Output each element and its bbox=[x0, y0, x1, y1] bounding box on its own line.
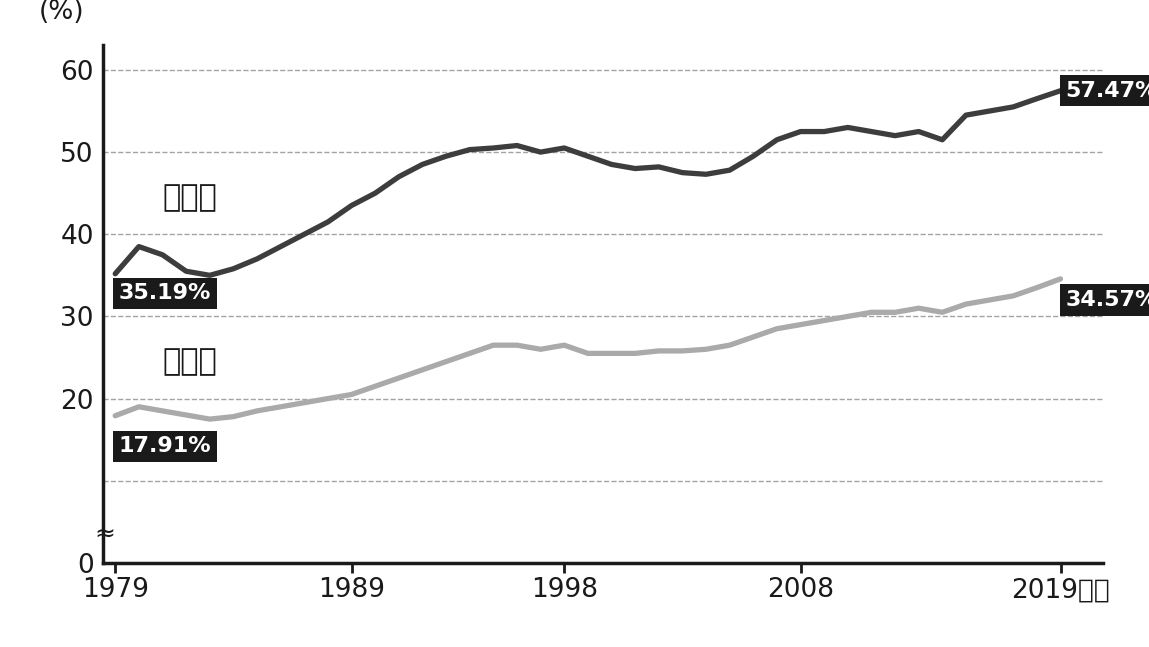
Text: 35.19%: 35.19% bbox=[118, 283, 211, 303]
Text: (%): (%) bbox=[38, 0, 84, 25]
Text: ≈: ≈ bbox=[94, 523, 115, 547]
Text: 34.57%: 34.57% bbox=[1065, 290, 1149, 310]
Text: 57.47%: 57.47% bbox=[1065, 81, 1149, 101]
Text: 中学校: 中学校 bbox=[162, 183, 217, 212]
Text: 小学校: 小学校 bbox=[162, 347, 217, 376]
Text: 17.91%: 17.91% bbox=[118, 436, 211, 456]
